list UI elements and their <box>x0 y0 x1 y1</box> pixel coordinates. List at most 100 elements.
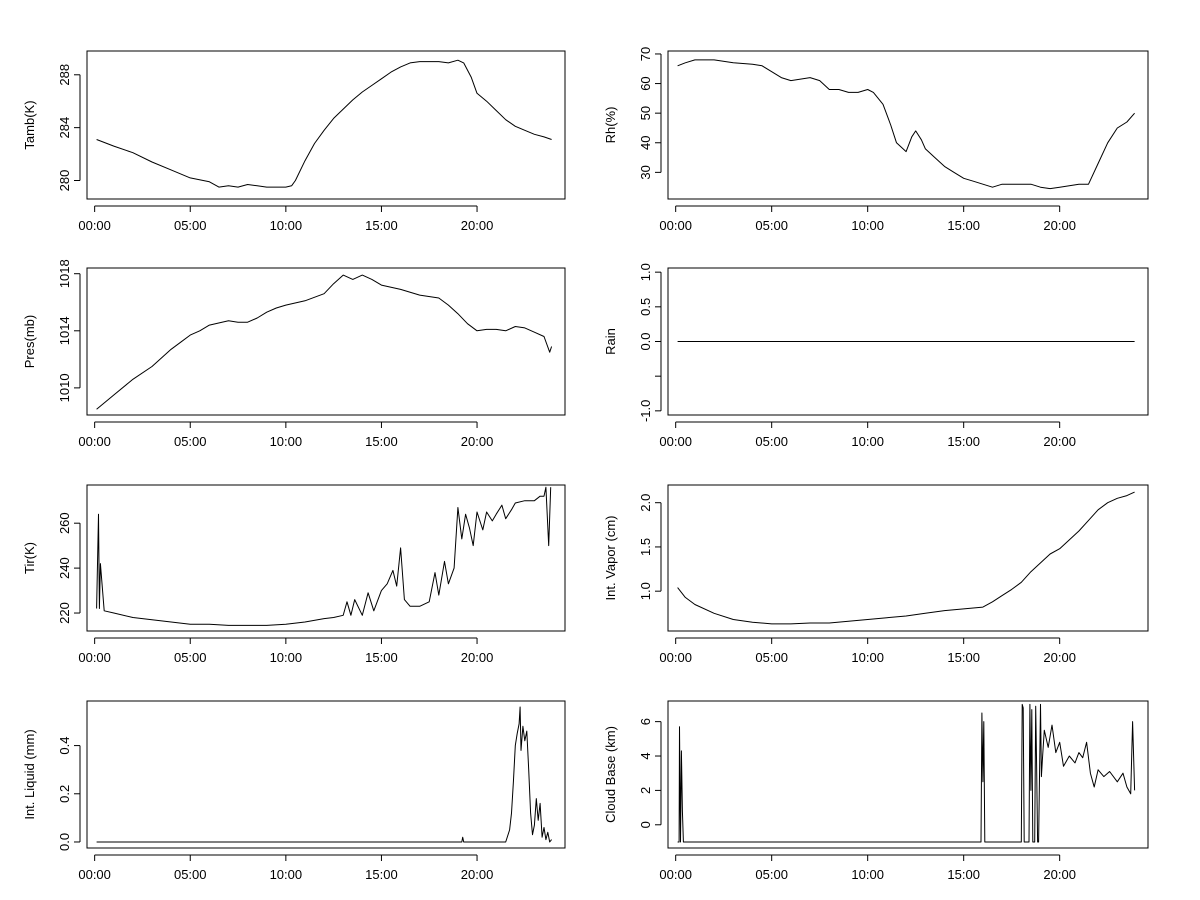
x-tick-label: 00:00 <box>78 218 111 233</box>
x-tick-label: 10:00 <box>851 434 884 449</box>
x-tick-label: 05:00 <box>755 434 788 449</box>
x-tick-label: 00:00 <box>659 218 692 233</box>
x-tick-label: 10:00 <box>851 867 884 882</box>
series-line-tamb-k <box>96 59 552 188</box>
y-tick-label: 60 <box>638 76 653 90</box>
x-tick-label: 05:00 <box>755 650 788 665</box>
x-tick-label: 10:00 <box>270 867 303 882</box>
x-tick-label: 20:00 <box>1043 434 1076 449</box>
panel-pres-mb: 00:00 05:00 10:00 15:00 20:00 1010 1014 1018 Pre… <box>22 259 566 449</box>
x-tick-label: 05:00 <box>174 650 207 665</box>
series-line-int-liquid-mm <box>96 706 552 843</box>
y-tick-label: 0.4 <box>57 737 72 755</box>
x-tick-label: 15:00 <box>947 867 980 882</box>
y-axis-label: Cloud Base (km) <box>603 726 618 823</box>
y-tick-label: 30 <box>638 165 653 179</box>
y-tick-label: 40 <box>638 136 653 150</box>
plot-frame <box>86 484 566 632</box>
x-tick-label: 20:00 <box>461 434 494 449</box>
plot-frame <box>86 50 566 200</box>
y-axis-label: Rain <box>603 328 618 355</box>
x-tick-label: 15:00 <box>947 218 980 233</box>
series-line-cloud-base-km <box>677 703 1136 843</box>
y-tick-label: -1.0 <box>638 400 653 422</box>
x-tick-label: 20:00 <box>1043 218 1076 233</box>
x-tick-label: 15:00 <box>365 650 398 665</box>
series-line-pres-mb <box>96 274 553 410</box>
x-tick-label: 15:00 <box>947 650 980 665</box>
x-tick-label: 15:00 <box>947 434 980 449</box>
x-tick-label: 00:00 <box>659 650 692 665</box>
x-tick-label: 15:00 <box>365 218 398 233</box>
plot-frame <box>667 700 1149 849</box>
panel-rain: 00:00 05:00 10:00 15:00 20:00 -1.0 0.0 0.5 1.0 Ra… <box>603 263 1149 449</box>
panels-container: 00:00 05:00 10:00 15:00 20:00 280 284 288 Tamb(K… <box>22 47 1149 882</box>
x-tick-label: 00:00 <box>78 650 111 665</box>
y-axis-label: Int. Liquid (mm) <box>22 729 37 819</box>
x-tick-label: 20:00 <box>461 218 494 233</box>
y-tick-label: 0 <box>638 821 653 828</box>
plot-frame <box>86 267 566 416</box>
plot-frame <box>667 50 1149 200</box>
x-tick-label: 05:00 <box>174 867 207 882</box>
x-tick-label: 05:00 <box>755 867 788 882</box>
y-tick-label: 260 <box>57 512 72 534</box>
y-tick-label: 284 <box>57 117 72 139</box>
y-tick-label: 240 <box>57 557 72 579</box>
x-tick-label: 10:00 <box>270 218 303 233</box>
y-tick-label: 1.0 <box>638 263 653 281</box>
y-tick-label: 6 <box>638 718 653 725</box>
x-tick-label: 05:00 <box>174 218 207 233</box>
y-tick-label: 50 <box>638 106 653 120</box>
y-tick-label: 1010 <box>57 373 72 402</box>
y-axis-label: Tamb(K) <box>22 100 37 149</box>
y-axis-label: Pres(mb) <box>22 315 37 368</box>
y-axis-label: Int. Vapor (cm) <box>603 515 618 600</box>
panel-int-vapor-cm: 00:00 05:00 10:00 15:00 20:00 1.0 1.5 2.0 Int. V… <box>603 484 1149 665</box>
y-tick-label: 1014 <box>57 316 72 345</box>
y-tick-label: 220 <box>57 602 72 624</box>
panel-cloud-base-km: 00:00 05:00 10:00 15:00 20:00 0 2 4 6 Cloud Base … <box>603 700 1149 882</box>
x-tick-label: 05:00 <box>174 434 207 449</box>
panel-tir-k: 00:00 05:00 10:00 15:00 20:00 220 240 260 Tir(K) <box>22 484 566 665</box>
x-tick-label: 10:00 <box>270 434 303 449</box>
x-tick-label: 20:00 <box>1043 867 1076 882</box>
x-tick-label: 00:00 <box>78 434 111 449</box>
plot-frame <box>86 700 566 849</box>
series-line-rh <box>677 59 1135 190</box>
y-tick-label: 0.0 <box>57 833 72 851</box>
panel-rh: 00:00 05:00 10:00 15:00 20:00 30 40 50 60 70 Rh(%) <box>603 47 1149 233</box>
y-tick-label: 2.0 <box>638 494 653 512</box>
y-tick-label: 4 <box>638 752 653 759</box>
x-tick-label: 00:00 <box>78 867 111 882</box>
y-tick-label: 1.0 <box>638 582 653 600</box>
x-tick-label: 10:00 <box>851 650 884 665</box>
y-tick-label: 280 <box>57 170 72 192</box>
panel-tamb-k: 00:00 05:00 10:00 15:00 20:00 280 284 288 Tamb(K… <box>22 50 566 233</box>
y-tick-label: 1018 <box>57 259 72 288</box>
x-tick-label: 00:00 <box>659 434 692 449</box>
plot-frame <box>667 484 1149 632</box>
series-line-tir-k <box>96 486 552 626</box>
plot-frame <box>667 267 1149 416</box>
y-tick-label: 0.5 <box>638 298 653 316</box>
x-tick-label: 20:00 <box>461 650 494 665</box>
x-tick-label: 05:00 <box>755 218 788 233</box>
x-tick-label: 20:00 <box>1043 650 1076 665</box>
y-tick-label: 0.0 <box>638 332 653 350</box>
x-tick-label: 00:00 <box>659 867 692 882</box>
x-tick-label: 15:00 <box>365 867 398 882</box>
y-tick-label: 2 <box>638 787 653 794</box>
y-tick-label: 1.5 <box>638 538 653 556</box>
x-tick-label: 20:00 <box>461 867 494 882</box>
series-line-int-vapor-cm <box>677 491 1135 625</box>
x-tick-label: 15:00 <box>365 434 398 449</box>
y-axis-label: Tir(K) <box>22 542 37 574</box>
y-tick-label: 288 <box>57 64 72 86</box>
x-tick-label: 10:00 <box>851 218 884 233</box>
x-tick-label: 10:00 <box>270 650 303 665</box>
y-tick-label: 70 <box>638 47 653 61</box>
y-axis-label: Rh(%) <box>603 107 618 144</box>
